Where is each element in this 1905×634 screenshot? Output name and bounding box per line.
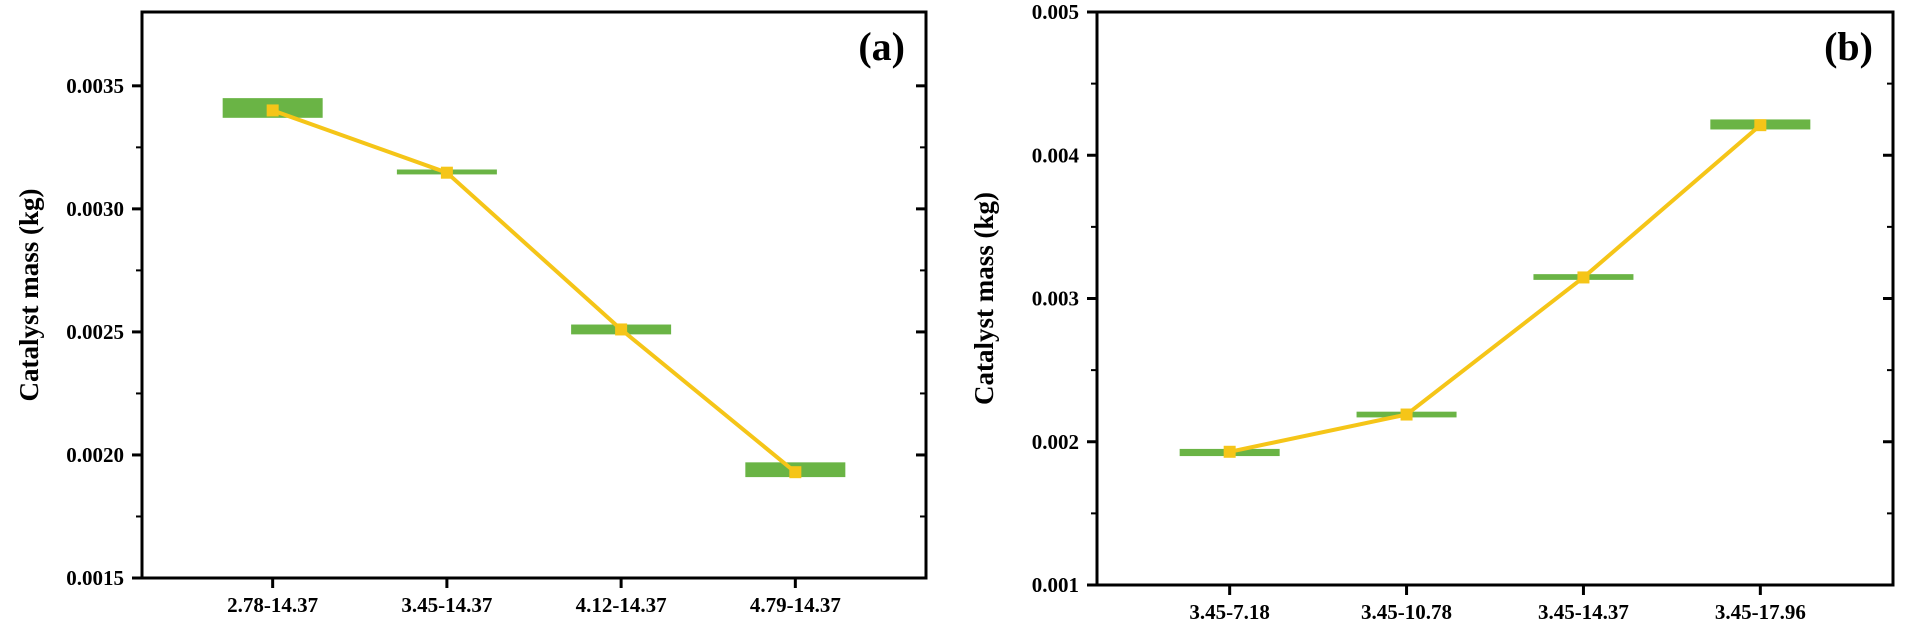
x-tick-label: 3.45-14.37 — [401, 593, 492, 617]
data-point — [266, 104, 279, 117]
y-tick-label: 0.0020 — [66, 443, 124, 467]
y-tick-label: 0.0015 — [66, 566, 124, 590]
data-point — [1400, 408, 1413, 421]
y-tick-label: 0.004 — [1032, 143, 1080, 167]
y-tick-label: 0.001 — [1032, 573, 1079, 597]
y-tick-label: 0.005 — [1032, 0, 1079, 24]
y-axis-title: Catalyst mass (kg) — [14, 189, 44, 402]
series-line — [271, 108, 797, 474]
x-tick-label: 3.45-14.37 — [1538, 600, 1629, 624]
data-point — [1223, 445, 1236, 458]
plot-frame — [140, 10, 928, 580]
x-tick-label: 3.45-17.96 — [1715, 600, 1806, 624]
y-tick-label: 0.0030 — [66, 197, 124, 221]
y-tick-label: 0.0035 — [66, 74, 124, 98]
data-point — [440, 166, 453, 179]
x-tick-label: 4.12-14.37 — [576, 593, 667, 617]
plot-frame — [1095, 10, 1895, 587]
data-point — [789, 466, 802, 479]
data-point — [615, 323, 628, 336]
data-point — [1577, 271, 1590, 284]
panel-label: (a) — [858, 24, 905, 69]
panel-label: (b) — [1824, 24, 1873, 69]
x-tick-label: 4.79-14.37 — [750, 593, 841, 617]
y-tick-label: 0.002 — [1032, 430, 1079, 454]
x-tick-label: 3.45-10.78 — [1361, 600, 1452, 624]
y-tick-label: 0.0025 — [66, 320, 124, 344]
data-point — [1754, 119, 1767, 132]
x-tick-label: 2.78-14.37 — [227, 593, 318, 617]
y-tick-label: 0.003 — [1032, 287, 1079, 311]
y-axis-title: Catalyst mass (kg) — [969, 192, 999, 405]
series-line — [1229, 123, 1762, 454]
x-tick-label: 3.45-7.18 — [1189, 600, 1270, 624]
